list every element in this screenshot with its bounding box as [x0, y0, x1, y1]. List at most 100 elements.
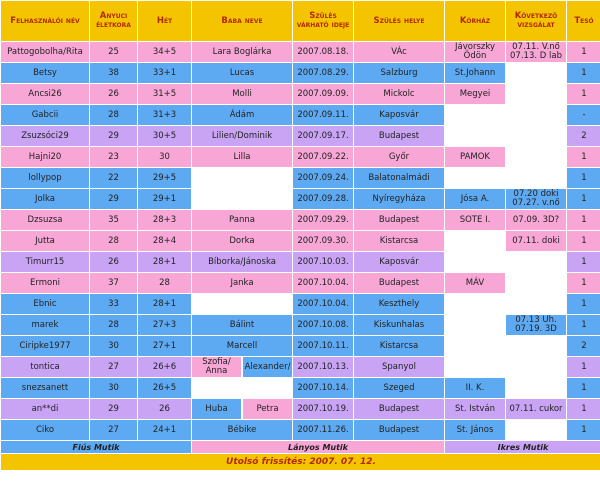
empty-cell — [445, 105, 505, 125]
legend-row: Fiús Mutik Lányos Mutik Ikres Mutik — [1, 441, 600, 453]
data-row: snezsanett 30 26+5 2007.10.14. Szeged II. K. 1 — [1, 378, 600, 398]
cell: lollypop — [1, 168, 89, 188]
cell: 28 — [90, 231, 137, 251]
cell: Megyei — [445, 84, 505, 104]
cell: Dorka — [192, 231, 292, 251]
cell: Ermoni — [1, 273, 89, 293]
header-cell: Felhasználói név — [1, 1, 89, 41]
cell: 38 — [90, 63, 137, 83]
cell: 28+1 — [138, 294, 191, 314]
cell: 22 — [90, 168, 137, 188]
cell: SOTE I. — [445, 210, 505, 230]
footer: Utolsó frissítés: 2007. 07. 12. — [1, 454, 600, 470]
cell: 2007.10.13. — [293, 357, 353, 377]
cell: 30 — [90, 378, 137, 398]
header-row: Felhasználói név Anyuci életkora Hét Baba n… — [1, 1, 600, 41]
cell: 30 — [138, 147, 191, 167]
cell: Ciripke1977 — [1, 336, 89, 356]
cell: 1 — [567, 273, 600, 293]
empty-cell — [506, 63, 566, 83]
cell: 1 — [567, 252, 600, 272]
cell: Lilien/Dominik — [192, 126, 292, 146]
cell: 25 — [90, 42, 137, 62]
data-row: Pattogobolha/Rita 25 34+5 Lara Boglárka 2007… — [1, 42, 600, 62]
header-cell: Anyuci életkora — [90, 1, 137, 41]
cell: Nyíregyháza — [354, 189, 444, 209]
cell: Budapest — [354, 399, 444, 419]
cell: 2007.11.26. — [293, 420, 353, 440]
cell: Ancsi26 — [1, 84, 89, 104]
empty-cell — [192, 378, 292, 398]
header-cell: Szülés helye — [354, 1, 444, 41]
empty-cell — [445, 231, 505, 251]
cell: Hajni20 — [1, 147, 89, 167]
cell: 27 — [90, 420, 137, 440]
cell: 29 — [90, 189, 137, 209]
cell: Kistarcsa — [354, 231, 444, 251]
cell: 30+5 — [138, 126, 191, 146]
cell: 2007.09.22. — [293, 147, 353, 167]
cell: 2 — [567, 336, 600, 356]
cell: 1 — [567, 63, 600, 83]
cell: Dzsuzsa — [1, 210, 89, 230]
baby-name: Huba — [192, 399, 241, 419]
cell: Budapest — [354, 210, 444, 230]
cell: Budapest — [354, 126, 444, 146]
cell: Keszthely — [354, 294, 444, 314]
cell: 26 — [90, 252, 137, 272]
cell: 33 — [90, 294, 137, 314]
cell: 2007.10.08. — [293, 315, 353, 335]
cell: Panna — [192, 210, 292, 230]
cell: 31+3 — [138, 105, 191, 125]
cell: 29+1 — [138, 189, 191, 209]
cell: Lilla — [192, 147, 292, 167]
cell: 1 — [567, 357, 600, 377]
cell: Jutta — [1, 231, 89, 251]
cell: Budapest — [354, 273, 444, 293]
cell: 07.09. 3D? — [506, 210, 566, 230]
cell: Janka — [192, 273, 292, 293]
cell: 1 — [567, 315, 600, 335]
cell: 2007.09.09. — [293, 84, 353, 104]
cell: 1 — [567, 42, 600, 62]
cell: Timurr15 — [1, 252, 89, 272]
empty-cell — [506, 105, 566, 125]
cell: Betsy — [1, 63, 89, 83]
cell: 28+4 — [138, 231, 191, 251]
cell: marek — [1, 315, 89, 335]
legend-item: Fiús Mutik — [1, 441, 191, 453]
empty-cell — [192, 294, 292, 314]
cell: Kiskunhalas — [354, 315, 444, 335]
cell: tontica — [1, 357, 89, 377]
data-row: marek 28 27+3 Bálint 2007.10.08. Kiskunhalas 0… — [1, 315, 600, 335]
cell: 34+5 — [138, 42, 191, 62]
footer-row: Utolsó frissítés: 2007. 07. 12. — [1, 454, 600, 470]
cell: Pattogobolha/Rita — [1, 42, 89, 62]
cell: 33+1 — [138, 63, 191, 83]
cell: 27+1 — [138, 336, 191, 356]
cell: MÁV — [445, 273, 505, 293]
empty-cell — [445, 126, 505, 146]
cell: 2007.09.11. — [293, 105, 353, 125]
empty-cell — [506, 336, 566, 356]
baby-name: Alexander/ — [243, 357, 292, 377]
cell: 35 — [90, 210, 137, 230]
empty-cell — [506, 126, 566, 146]
header-cell: Hét — [138, 1, 191, 41]
cell: 2007.10.11. — [293, 336, 353, 356]
legend-item: Lányos Mutik — [192, 441, 444, 453]
cell: 29 — [90, 126, 137, 146]
split-cell: Huba Petra — [192, 399, 292, 419]
header-cell: Kórház — [445, 1, 505, 41]
empty-cell — [192, 168, 292, 188]
cell: PAMOK — [445, 147, 505, 167]
data-row: Ciripke1977 30 27+1 Marcell 2007.10.11. Kista… — [1, 336, 600, 356]
empty-cell — [445, 336, 505, 356]
cell: Kistarcsa — [354, 336, 444, 356]
cell: 23 — [90, 147, 137, 167]
empty-cell — [445, 294, 505, 314]
cell: 2007.09.30. — [293, 231, 353, 251]
baby-name: Szofia/ Anna — [192, 357, 241, 377]
cell: 2007.10.03. — [293, 252, 353, 272]
